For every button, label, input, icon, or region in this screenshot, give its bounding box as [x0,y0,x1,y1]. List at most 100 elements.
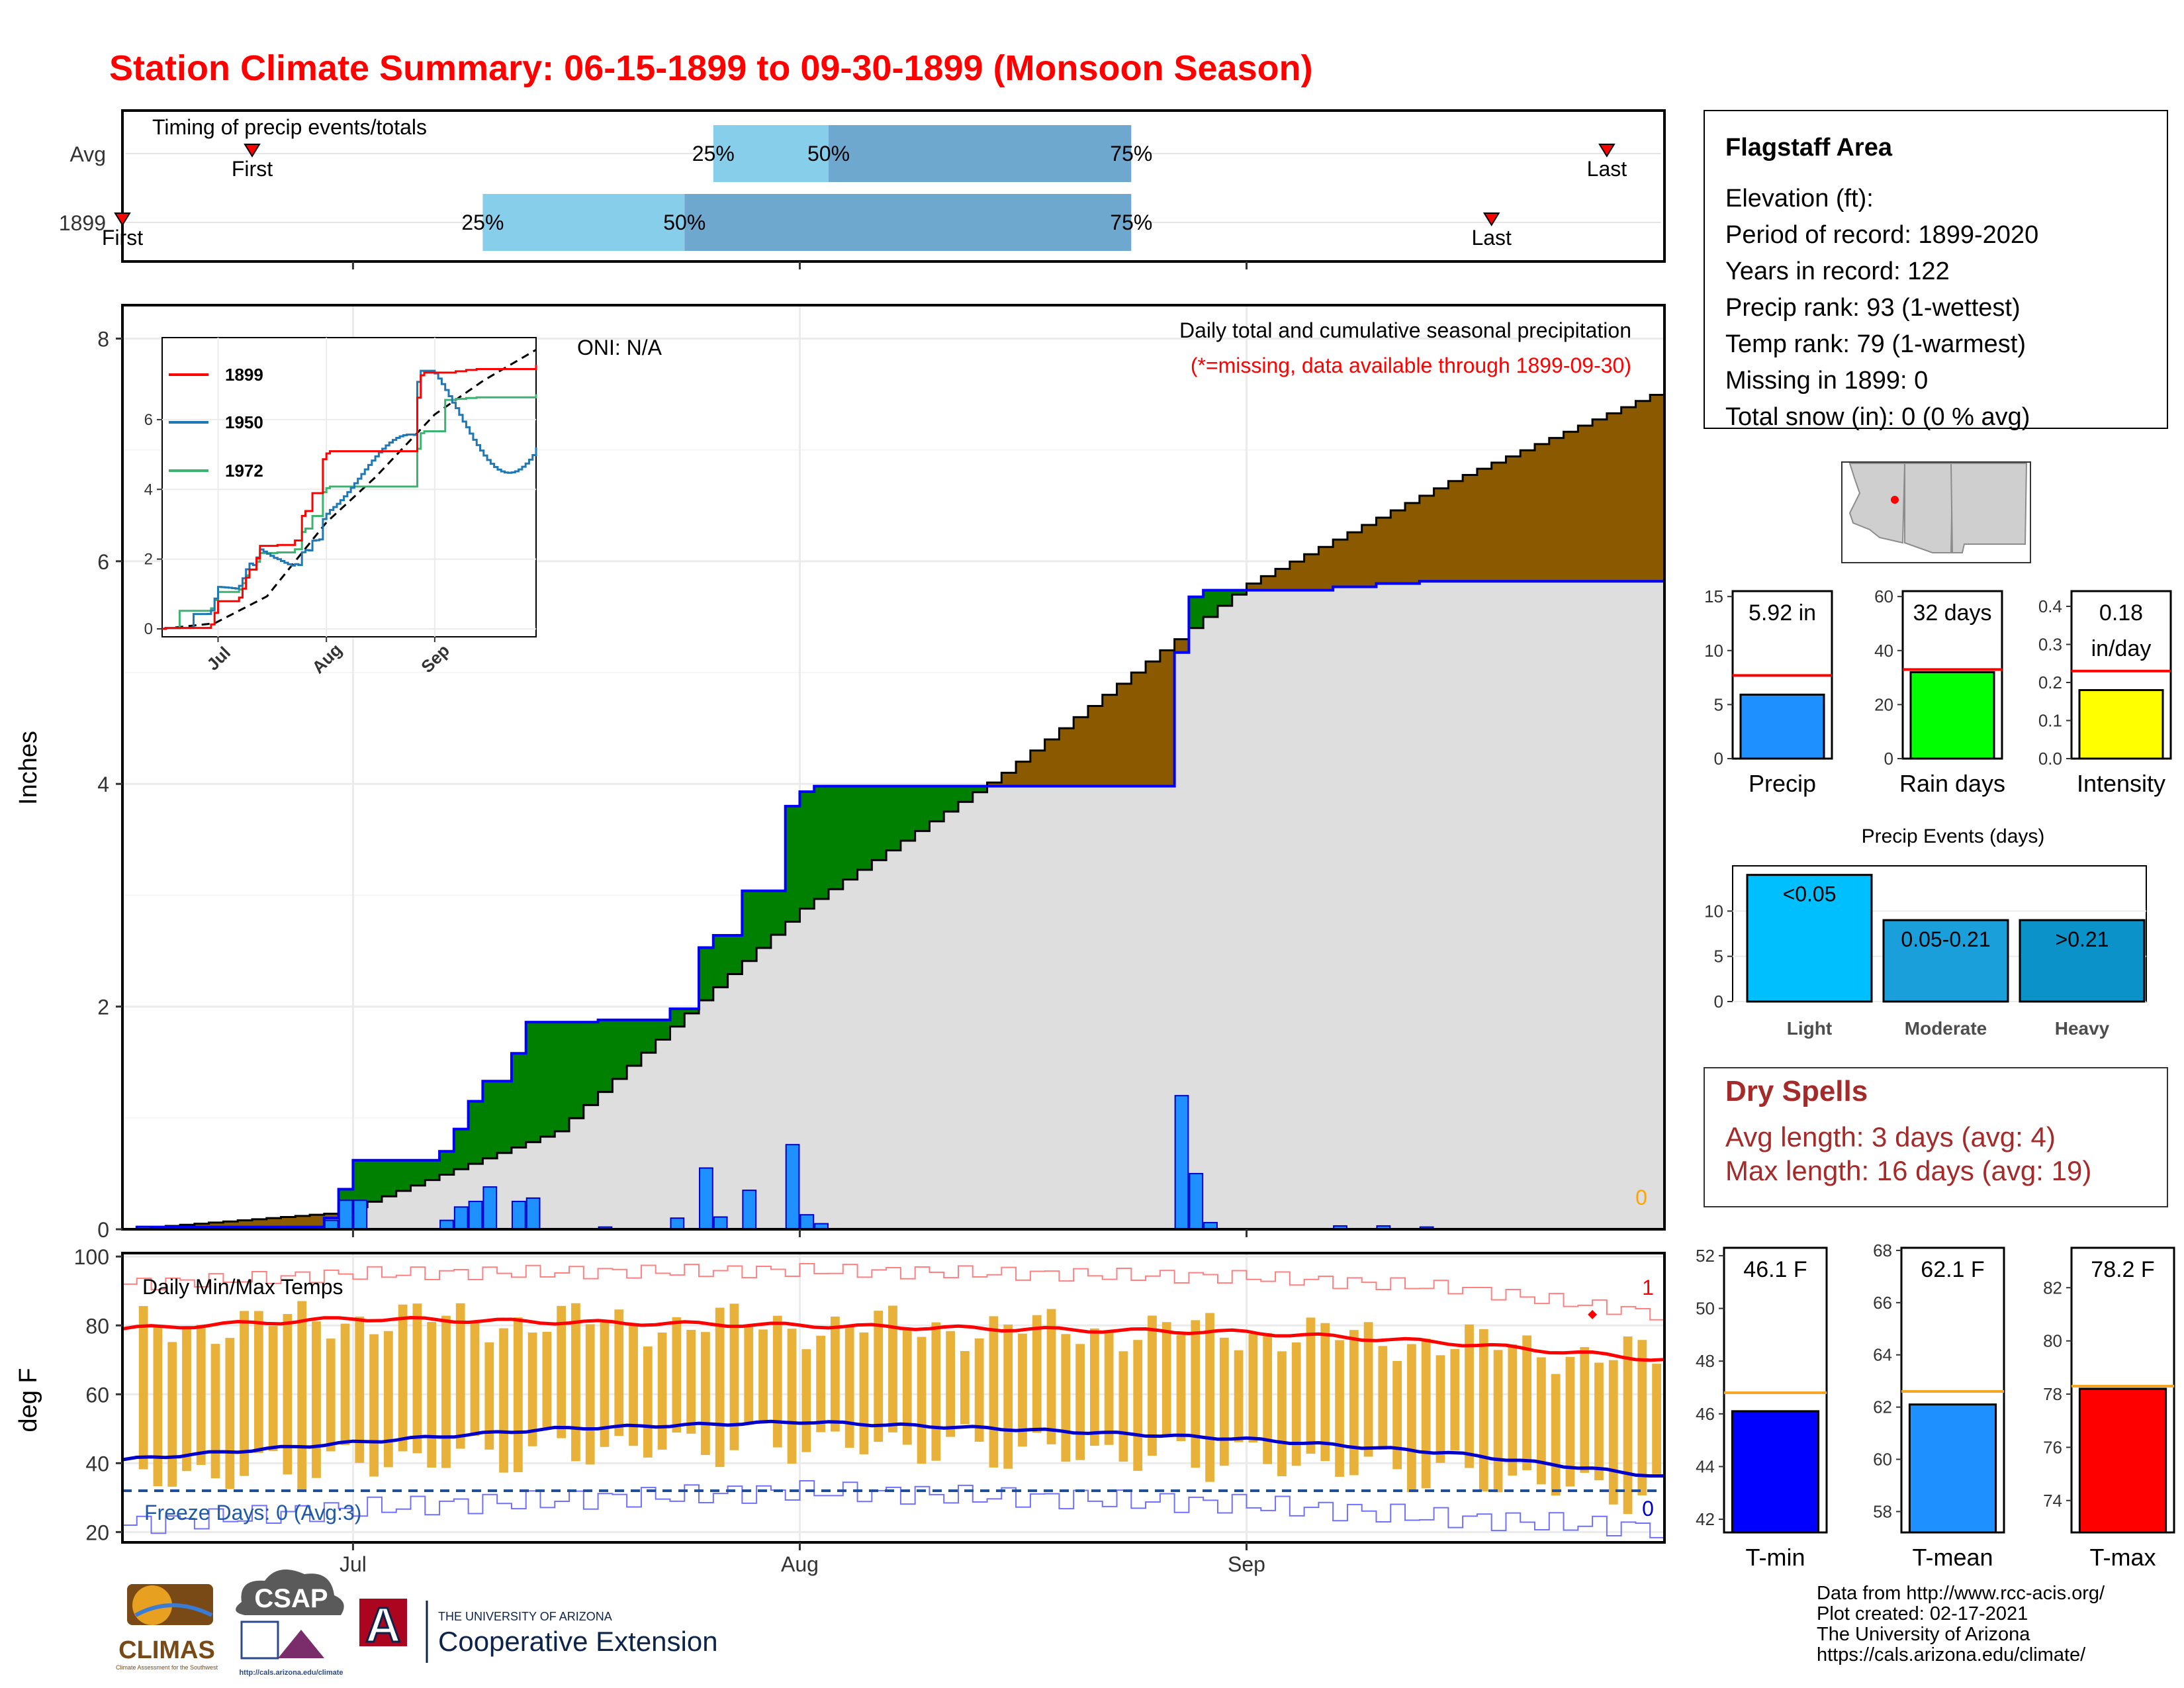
daily-temp-range-bar [1623,1336,1633,1515]
summary-y-tick-label: 82 [2043,1278,2062,1297]
timing-label-50: 50% [807,142,850,165]
temperature-panel-frame [121,1252,1666,1544]
daily-temp-range-bar [643,1346,653,1458]
below-both-fill [1318,590,1334,1229]
daily-temp-range-bar [1075,1344,1085,1460]
daily-temp-range-bar [686,1329,696,1434]
record-low-count: 0 [1642,1497,1654,1521]
dry-spells-max-length: Max length: 16 days (avg: 19) [1725,1155,2091,1186]
below-average-fill [1304,554,1319,590]
daily-temp-range-bar [1089,1328,1099,1446]
summary-y-tick-label: 0.4 [2038,596,2062,616]
below-average-fill [1650,395,1665,582]
daily-temp-range-bar [268,1325,278,1452]
inset-y-tick-label: 2 [144,551,153,569]
temp-y-tick-label: 80 [85,1314,109,1338]
precip-event-bar [1746,874,1873,1003]
below-both-fill [1463,581,1478,1229]
daily-temp-range-bar [902,1330,912,1445]
below-both-fill [1606,581,1622,1229]
summary-bar-label: T-mean [1912,1544,1993,1571]
daily-precip-bar [799,1214,815,1230]
daily-temp-range-bar [1306,1317,1316,1454]
timing-row-label-1899: 1899 [59,211,106,235]
precip-y-axis-label: Inches [15,731,42,805]
daily-temp-range-bar [772,1315,782,1448]
daily-temp-range-bar [455,1303,465,1449]
temperature-panel: 20 40 60 80 100 Daily Min/Max Temps Freeze D… [15,1229,1666,1576]
above-average-fill [482,1081,498,1158]
events-y-tick-label: 0 [1714,992,1723,1011]
below-both-fill [1261,590,1276,1229]
below-average-fill [295,1215,310,1227]
below-average-fill [223,1221,238,1227]
summary-y-tick-label: 40 [1874,641,1893,661]
below-both-fill [410,1185,426,1229]
station-info-box: Flagstaff Area Elevation (ft): Period of… [1704,110,2168,431]
below-average-fill [1116,683,1132,786]
footer-line-university: The University of Arizona [1817,1624,2030,1645]
daily-temp-range-bar [1161,1322,1171,1436]
below-both-fill [842,879,858,1229]
daily-temp-range-bar [470,1323,480,1436]
daily-temp-range-bar [1465,1324,1474,1468]
daily-temp-range-bar [1018,1333,1027,1447]
below-both-fill [1189,628,1204,1229]
above-average-fill [829,786,844,890]
daily-temp-range-bar [1248,1333,1258,1443]
below-both-fill [727,974,743,1229]
station-years: Years in record: 122 [1725,258,1950,285]
below-both-fill [1621,581,1636,1229]
below-average-fill [1275,569,1291,590]
daily-precip-bar [482,1186,498,1231]
daily-temp-range-bar [210,1344,220,1479]
above-average-fill [1217,590,1233,606]
ua-cooperative-extension-logo: A THE UNIVERSITY OF ARIZONA Cooperative … [359,1597,718,1663]
map-california-nevada [1848,463,1906,544]
below-average-fill [1563,432,1578,582]
timing-label-75: 75% [1110,142,1152,165]
daily-precip-bar [742,1190,757,1231]
below-average-fill [1016,761,1031,786]
daily-temp-range-bar [1118,1351,1128,1462]
freeze-days-label: Freeze Days: 0 (Avg:3) [144,1501,361,1524]
precip-y-tick-label: 8 [97,327,109,351]
ua-block-a-background [359,1599,407,1646]
daily-temp-range-bar [1320,1323,1330,1462]
below-average-fill [310,1215,325,1227]
dry-spells-title: Dry Spells [1725,1075,1868,1107]
below-both-fill [1491,581,1506,1229]
summary-value-label-2: in/day [2091,636,2152,661]
daily-temp-range-bar [1637,1340,1647,1496]
summary-y-tick-label: 46 [1696,1404,1715,1424]
above-average-fill [915,786,930,831]
daily-temp-range-bar [960,1350,970,1425]
below-average-fill [1087,706,1103,786]
timing-panel: 25% 50% 75% First Last 25% 50% 75% First Last Tim… [59,109,1666,269]
above-average-fill [425,1160,440,1180]
below-both-fill [1174,652,1189,1229]
below-both-fill [972,792,988,1229]
above-average-fill [842,786,858,880]
above-average-fill [381,1160,397,1197]
below-both-fill [929,821,944,1229]
above-average-fill [511,1053,527,1148]
daily-temp-range-bar [499,1328,508,1473]
below-average-fill [1405,502,1420,584]
below-average-fill [1073,717,1089,786]
daily-temp-range-bar [946,1331,955,1437]
daily-temp-range-bar [1508,1344,1518,1476]
daily-temp-range-bar [974,1338,984,1442]
below-average-fill [1146,661,1161,786]
above-average-fill [525,1022,541,1143]
climas-logo-subtext: Climate Assessment for the Southwest [116,1664,218,1671]
x-axis-tick-label: Jul [340,1552,367,1576]
below-both-fill [1347,586,1363,1229]
below-both-fill [1477,581,1492,1229]
timing-bar-25-50 [482,194,685,251]
daily-temp-range-bar [1191,1320,1201,1468]
precip-y-tick-label: 6 [97,550,109,574]
above-average-fill [872,786,887,861]
daily-temp-range-bar [355,1316,365,1463]
